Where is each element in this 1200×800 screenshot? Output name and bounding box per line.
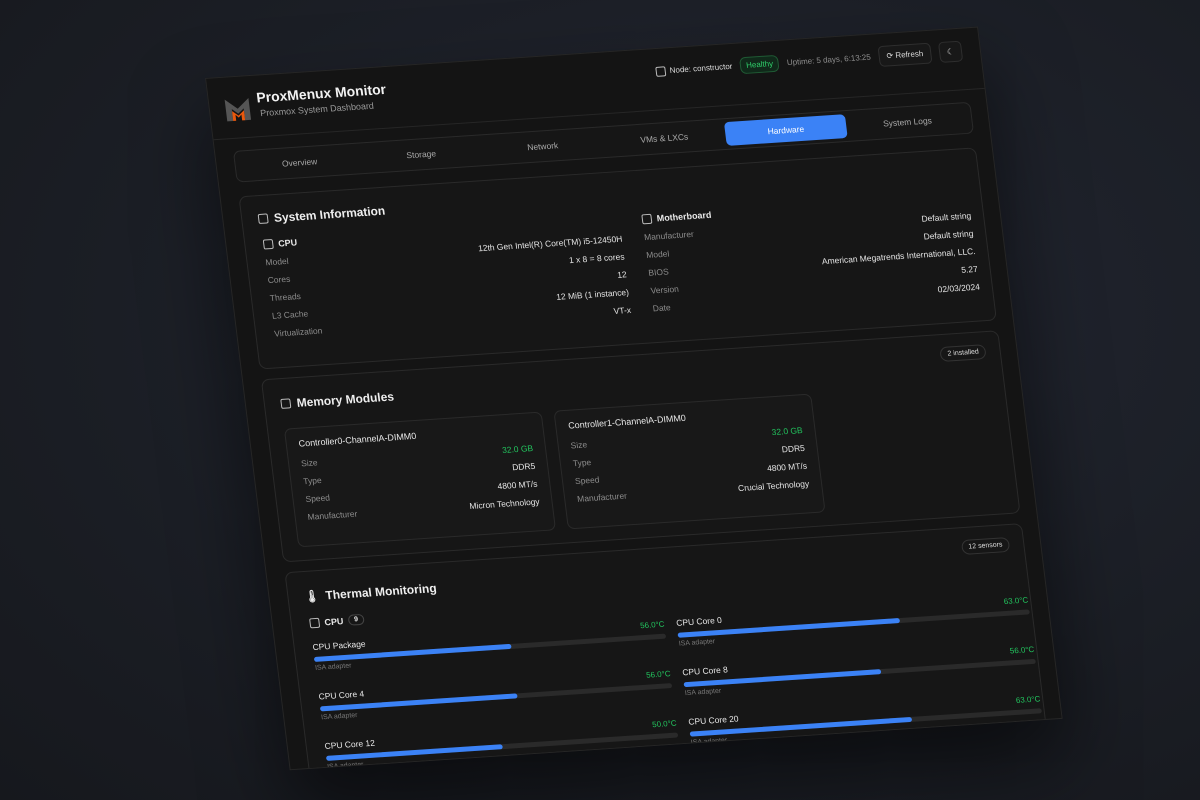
- row-value: 1 x 8 = 8 cores: [568, 251, 626, 266]
- installed-badge: 2 installed: [939, 344, 987, 362]
- system-information-card: System Information CPU Model 12th Gen Int…: [238, 147, 997, 370]
- row-label: Speed: [304, 492, 331, 504]
- row-value: 4800 MT/s: [496, 478, 538, 492]
- row-value: 12 MiB (1 instance): [555, 287, 630, 302]
- sensor-name: CPU Core 12: [324, 737, 376, 751]
- motherboard-section: Motherboard Manufacturer Default string Mo…: [641, 193, 981, 318]
- row-label: Cores: [267, 273, 291, 286]
- sensor-temp: 56.0°C: [645, 668, 671, 680]
- motherboard-icon: [641, 213, 653, 225]
- tab-vms-lxcs[interactable]: VMs & LXCs: [639, 131, 689, 145]
- sensor-name: CPU Core 0: [675, 614, 723, 628]
- theme-toggle-button[interactable]: ☾: [937, 40, 964, 63]
- row-value: Micron Technology: [468, 496, 541, 512]
- row-value: Default string: [920, 210, 972, 224]
- row-value: 32.0 GB: [501, 443, 534, 456]
- row-value: 32.0 GB: [771, 425, 804, 438]
- sensor-name: CPU Core 4: [318, 688, 365, 702]
- moon-icon: ☾: [946, 47, 955, 57]
- tab-system-logs[interactable]: System Logs: [882, 115, 933, 129]
- memory-module: Controller0-ChannelA-DIMM0 Size 32.0 GB Typ…: [283, 411, 557, 548]
- cpu-icon: [262, 239, 274, 250]
- server-icon: [655, 65, 667, 77]
- tab-network[interactable]: Network: [526, 140, 559, 153]
- memory-module: Controller1-ChannelA-DIMM0 Size 32.0 GB Typ…: [553, 393, 826, 530]
- thermometer-icon: 🌡: [303, 588, 321, 604]
- node-label: Node: constructor: [669, 61, 733, 75]
- card-title: Thermal Monitoring: [324, 581, 438, 603]
- motherboard-heading: Motherboard: [656, 209, 712, 224]
- row-value: Crucial Technology: [737, 478, 810, 494]
- sensor-temp: 63.0°C: [1003, 595, 1029, 606]
- sensor-item: CPU Core 8 56.0°C ISA adapter: [682, 643, 1038, 697]
- sensor-temp: 50.0°C: [651, 718, 678, 729]
- row-label: L3 Cache: [271, 308, 309, 321]
- sensor-item: CPU Package 56.0°C ISA adapter: [312, 618, 668, 672]
- node-indicator: Node: constructor: [655, 61, 733, 77]
- sensor-name: CPU Core 20: [687, 713, 740, 727]
- card-title: Memory Modules: [295, 389, 395, 410]
- sensor-item: CPU Core 20 63.0°C ISA adapter: [687, 692, 1044, 747]
- sensor-temp: 63.0°C: [1015, 693, 1041, 705]
- row-label: Manufacturer: [643, 228, 695, 243]
- row-value: 4800 MT/s: [766, 460, 808, 474]
- dashboard-window: ProxMenux Monitor Proxmox System Dashboa…: [205, 26, 1063, 771]
- refresh-label: Refresh: [894, 49, 924, 60]
- sensor-item: CPU Core 0 63.0°C ISA adapter: [676, 594, 1032, 648]
- refresh-button[interactable]: ⟳ Refresh: [877, 42, 933, 67]
- uptime: Uptime: 5 days, 6:13:25: [786, 52, 872, 68]
- cpu-section: CPU Model 12th Gen Intel(R) Core(TM) i5-1…: [262, 216, 632, 343]
- memory-icon: [280, 398, 292, 409]
- sensor-name: CPU Package: [311, 638, 367, 653]
- status-badge: Healthy: [739, 54, 781, 75]
- row-label: Manufacturer: [576, 490, 628, 504]
- row-label: Size: [300, 457, 319, 469]
- thermal-monitoring-card: 🌡 Thermal Monitoring 12 sensors CPU 9 CPU …: [284, 523, 1051, 771]
- memory-modules-card: Memory Modules 2 installed Controller0-C…: [260, 330, 1021, 563]
- row-label: Model: [645, 248, 670, 260]
- cpu-heading: CPU: [277, 237, 298, 249]
- sensor-temp: 56.0°C: [639, 619, 665, 630]
- row-label: Type: [302, 475, 323, 487]
- sensors-badge: 12 sensors: [960, 536, 1011, 555]
- tab-storage[interactable]: Storage: [405, 148, 437, 161]
- row-label: Virtualization: [273, 325, 323, 339]
- row-label: Model: [264, 255, 290, 268]
- row-value: 12: [616, 269, 628, 280]
- sensor-name: CPU Core 8: [681, 664, 729, 678]
- row-label: BIOS: [647, 266, 670, 278]
- row-label: Version: [650, 283, 680, 296]
- row-value: VT-x: [613, 304, 632, 316]
- row-value: 02/03/2024: [937, 281, 981, 295]
- row-label: Size: [570, 439, 588, 451]
- row-label: Speed: [574, 474, 600, 487]
- row-value: DDR5: [781, 442, 806, 455]
- header: ProxMenux Monitor Proxmox System Dashboa…: [206, 27, 985, 141]
- card-title: System Information: [273, 203, 386, 225]
- cpu-icon: [257, 213, 269, 224]
- group-label: CPU: [323, 615, 344, 627]
- row-label: Type: [572, 457, 592, 469]
- group-count-badge: 9: [347, 613, 365, 626]
- proxmenux-logo: [224, 98, 252, 122]
- tab-overview[interactable]: Overview: [281, 156, 318, 169]
- sensor-temp: 56.0°C: [1009, 644, 1035, 656]
- row-value: 5.27: [960, 263, 979, 275]
- row-label: Manufacturer: [307, 508, 358, 522]
- sensor-item: CPU Core 12 50.0°C ISA adapter: [324, 717, 680, 770]
- cpu-icon: [309, 617, 321, 628]
- sensor-item: CPU Core 4 56.0°C ISA adapter: [318, 667, 674, 721]
- cpu-group-header: CPU 9: [309, 613, 365, 629]
- row-label: Date: [652, 302, 672, 314]
- row-value: DDR5: [511, 460, 536, 473]
- tab-hardware[interactable]: Hardware: [723, 114, 849, 146]
- row-label: Threads: [269, 291, 302, 303]
- row-value: Default string: [923, 228, 974, 242]
